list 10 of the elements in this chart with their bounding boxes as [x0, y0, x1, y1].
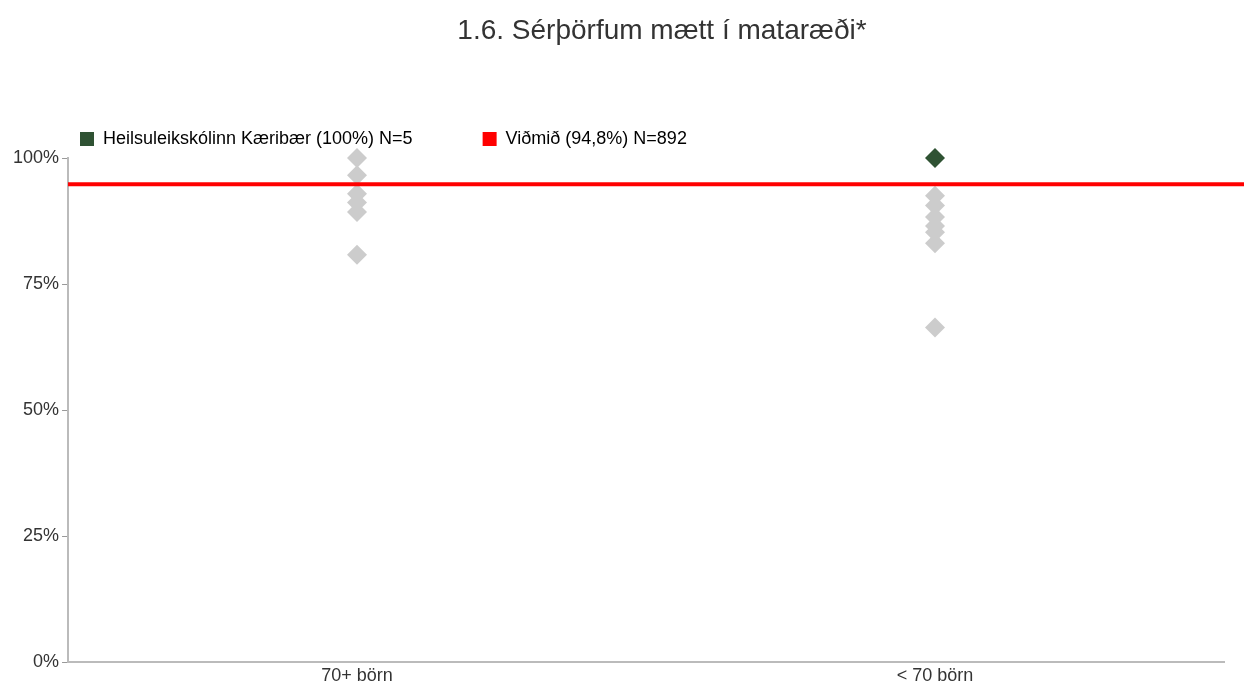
y-tick-label: 25% — [23, 525, 60, 546]
y-tick-label: 0% — [33, 651, 60, 672]
legend-label: Heilsuleikskólinn Kæribær (100%) N=5 — [103, 127, 413, 148]
x-tick-label: < 70 börn — [896, 665, 974, 686]
chart-title: 1.6. Sérþörfum mætt í mataræði* — [456, 13, 868, 47]
y-tick-label: 50% — [23, 399, 60, 420]
x-tick-label: 70+ börn — [321, 665, 393, 686]
legend-label: Viðmið (94,8%) N=892 — [505, 127, 687, 148]
y-tick-label: 100% — [12, 146, 60, 167]
y-tick-label: 75% — [23, 273, 60, 294]
